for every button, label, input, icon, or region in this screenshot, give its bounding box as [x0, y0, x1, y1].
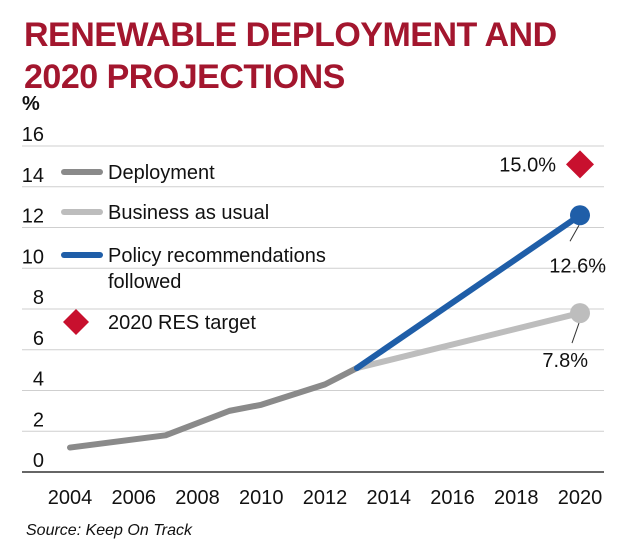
legend-label-policy-recommendations-followed-1: Policy recommendations	[108, 245, 326, 267]
y-tick-label-10: 10	[22, 246, 44, 268]
y-tick-label-6: 6	[33, 328, 44, 350]
series-lines	[67, 212, 583, 451]
x-tick-label-2010: 2010	[239, 487, 284, 509]
endpoint-marker-policy-recommendations-followed	[570, 205, 590, 226]
y-tick-label-8: 8	[33, 287, 44, 309]
y-tick-label-12: 12	[22, 206, 44, 228]
chart-title-line-1: RENEWABLE DEPLOYMENT AND	[24, 16, 557, 54]
target-diamond-marker	[566, 150, 594, 179]
y-tick-label-16: 16	[22, 124, 44, 146]
data-label-target: 15.0%	[499, 154, 556, 176]
chart-title-line-2: 2020 PROJECTIONS	[24, 58, 345, 96]
chart-title: RENEWABLE DEPLOYMENT AND 2020 PROJECTION…	[24, 14, 604, 98]
source-note: Source: Keep On Track	[26, 522, 192, 539]
grid-lines	[22, 145, 604, 473]
y-tick-label-0: 0	[33, 450, 44, 472]
x-tick-label-2014: 2014	[367, 487, 412, 509]
y-tick-label-2: 2	[33, 409, 44, 431]
x-tick-label-2008: 2008	[175, 487, 220, 509]
legend-swatch-2020-res-target	[63, 309, 89, 335]
x-tick-label-2020: 2020	[558, 487, 603, 509]
legend-label-deployment: Deployment	[108, 162, 215, 184]
x-axis-tick-labels: 2004 2006 2008 2010 2012 2014 2016 2018 2020	[48, 487, 603, 509]
series-line-policy-recommendations-followed	[353, 212, 583, 372]
data-label-business-as-usual: 7.8%	[542, 350, 588, 372]
legend-label-policy-recommendations-followed-2: followed	[108, 271, 181, 293]
x-tick-label-2006: 2006	[112, 487, 157, 509]
legend: Deployment Business as usual Policy recomm…	[61, 162, 326, 335]
x-tick-label-2016: 2016	[430, 487, 475, 509]
data-label-policy: 12.6%	[549, 255, 606, 277]
y-axis-label: %	[22, 93, 40, 115]
series-markers: 7.8% 12.6% 15.0%	[499, 150, 606, 372]
y-axis-tick-labels: % 0 2 4 6 8 10 12 14 16	[22, 93, 44, 472]
legend-label-business-as-usual: Business as usual	[108, 202, 269, 224]
y-tick-label-14: 14	[22, 165, 44, 187]
endpoint-marker-business-as-usual	[570, 303, 590, 324]
series-line-business-as-usual	[353, 310, 583, 372]
y-tick-label-4: 4	[33, 369, 44, 391]
series-line-deployment	[67, 365, 360, 451]
leader-line-policy	[569, 225, 580, 242]
leader-line-business-as-usual	[571, 322, 580, 344]
legend-label-2020-res-target: 2020 RES target	[108, 312, 256, 334]
x-tick-label-2018: 2018	[494, 487, 539, 509]
x-tick-label-2012: 2012	[303, 487, 348, 509]
x-tick-label-2004: 2004	[48, 487, 93, 509]
